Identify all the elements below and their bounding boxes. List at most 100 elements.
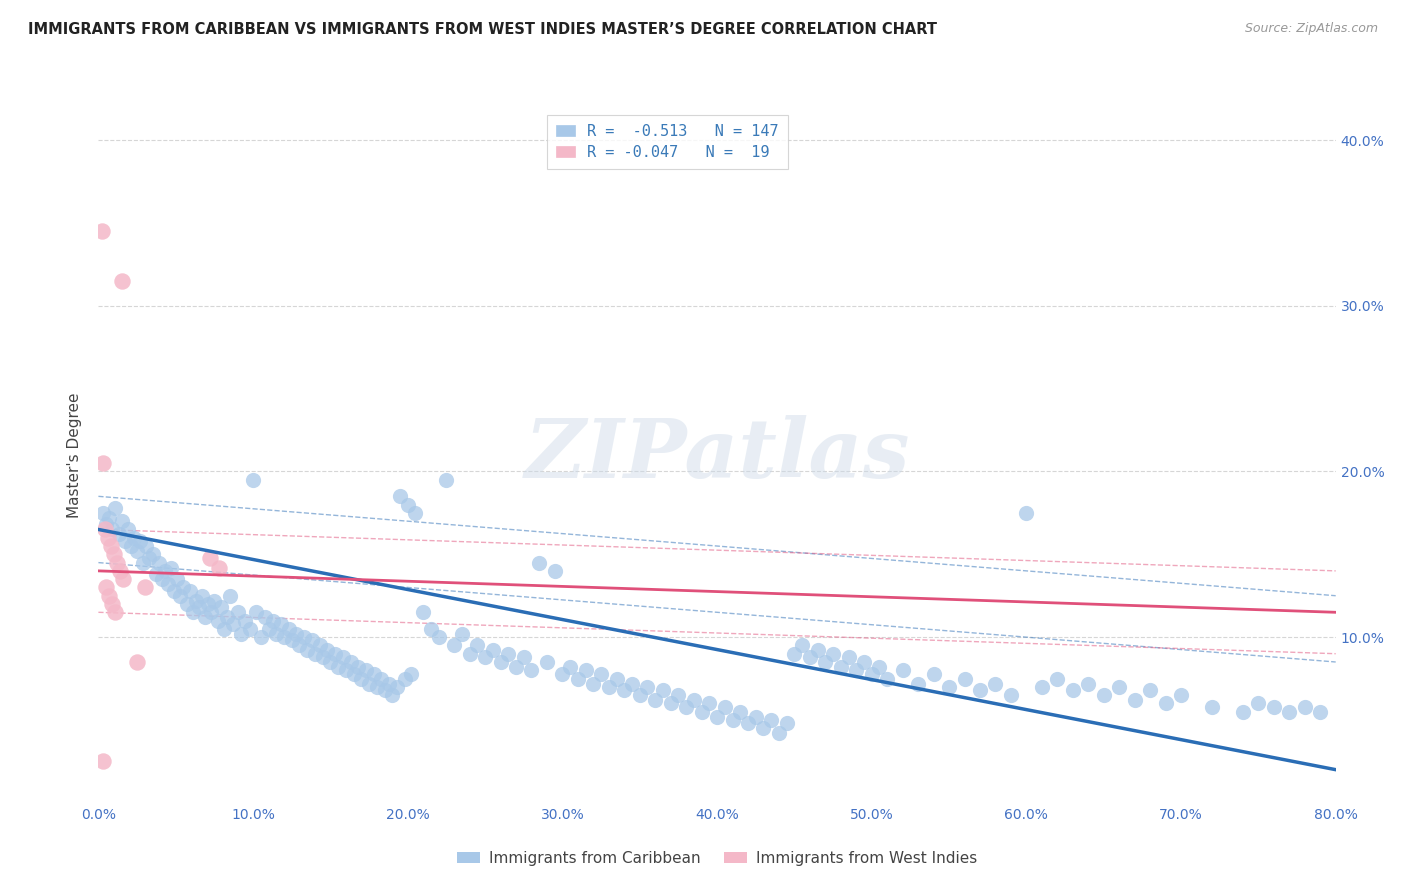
Point (807, 643, 830, 657)
Point (721, 713, 744, 727)
Point (354, 663, 377, 677)
Point (111, 274, 134, 288)
Point (529, 556, 551, 570)
Point (288, 639, 311, 653)
Point (262, 614, 284, 628)
Point (598, 680, 620, 694)
Point (675, 699, 697, 714)
Point (761, 713, 783, 727)
Point (326, 660, 350, 674)
Point (132, 556, 155, 570)
Point (101, 597, 124, 611)
Point (166, 572, 188, 586)
Point (209, 600, 232, 615)
Point (374, 683, 396, 698)
Point (105, 556, 128, 570)
Point (270, 616, 292, 631)
Point (91, 456, 114, 470)
Point (1123, 693, 1146, 707)
Point (235, 614, 257, 628)
Point (100, 539, 122, 553)
Point (150, 572, 173, 586)
Point (179, 583, 201, 598)
Point (163, 583, 186, 598)
Point (176, 597, 198, 611)
Point (637, 680, 659, 694)
Point (114, 534, 136, 549)
Point (536, 655, 558, 669)
Point (350, 672, 373, 686)
Point (838, 650, 860, 665)
Point (281, 633, 304, 648)
Point (420, 622, 443, 636)
Point (111, 514, 134, 528)
Point (474, 650, 496, 665)
Point (91, 506, 114, 520)
Point (245, 605, 267, 619)
Point (394, 672, 416, 686)
Point (613, 683, 636, 698)
Text: Source: ZipAtlas.com: Source: ZipAtlas.com (1244, 22, 1378, 36)
Point (90, 224, 112, 238)
Point (363, 666, 385, 681)
Point (1015, 506, 1038, 520)
Legend: Immigrants from Caribbean, Immigrants from West Indies: Immigrants from Caribbean, Immigrants fr… (451, 845, 983, 871)
Point (127, 655, 149, 669)
Point (181, 605, 204, 619)
Point (606, 672, 628, 686)
Point (1232, 705, 1254, 719)
Point (984, 676, 1007, 690)
Point (219, 589, 242, 603)
Point (104, 605, 127, 619)
Point (1062, 683, 1084, 698)
Point (799, 650, 821, 665)
Point (98, 589, 121, 603)
Point (388, 489, 412, 503)
Point (621, 676, 644, 690)
Point (215, 610, 238, 624)
Point (301, 633, 323, 648)
Point (120, 539, 142, 553)
Point (339, 655, 361, 669)
Point (1031, 680, 1053, 694)
Point (134, 581, 156, 595)
Point (366, 680, 388, 694)
Point (451, 627, 474, 641)
Point (129, 534, 152, 549)
Point (668, 688, 690, 702)
Point (254, 610, 277, 624)
Point (304, 647, 326, 661)
Point (683, 693, 706, 707)
Point (783, 647, 806, 661)
Point (969, 683, 991, 698)
Point (776, 716, 799, 731)
Point (385, 680, 408, 694)
Point (876, 672, 898, 686)
Point (768, 726, 790, 740)
Point (730, 705, 752, 719)
Point (157, 577, 180, 591)
Point (316, 643, 339, 657)
Point (160, 560, 183, 574)
Point (381, 688, 404, 702)
Point (1278, 705, 1301, 719)
Point (436, 473, 458, 487)
Point (122, 531, 145, 545)
Point (107, 527, 129, 541)
Point (443, 639, 465, 653)
Point (1139, 683, 1161, 698)
Point (505, 660, 527, 674)
Point (520, 663, 543, 677)
Point (103, 547, 125, 561)
Point (543, 564, 565, 578)
Point (101, 523, 124, 537)
Point (560, 660, 582, 674)
Point (191, 589, 214, 603)
Point (399, 666, 422, 681)
Point (96, 581, 118, 595)
Point (335, 663, 357, 677)
Point (745, 709, 768, 723)
Point (1247, 697, 1270, 711)
Point (250, 630, 273, 644)
Point (1309, 705, 1331, 719)
